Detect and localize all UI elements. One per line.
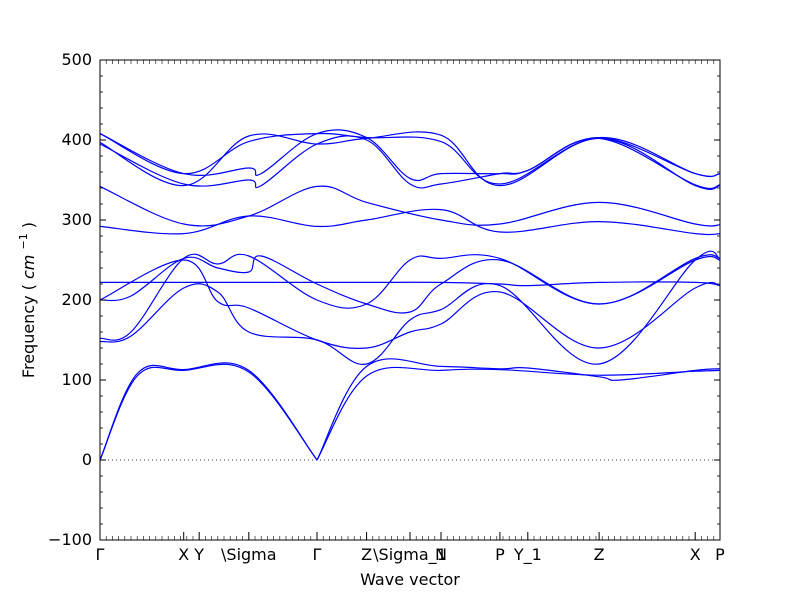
band-15 (99, 132, 721, 185)
x-tick-label: X (178, 545, 189, 564)
x-tick-label: \Sigma_1 (373, 545, 447, 565)
x-tick-label: X (690, 545, 701, 564)
x-tick-label: P (495, 545, 505, 564)
x-tick-label: Z (594, 545, 605, 564)
y-tick-label: 100 (61, 370, 92, 389)
band-10 (99, 208, 721, 236)
band-14 (99, 131, 721, 190)
y-tick-label: −100 (48, 530, 92, 549)
band-3 (316, 366, 721, 461)
tick-layer (99, 59, 721, 541)
y-axis-label-unit-exp: −1 (17, 233, 30, 249)
series-layer (99, 129, 721, 461)
x-tick-label: P (715, 545, 725, 564)
band-4 (316, 358, 721, 461)
band-9 (99, 259, 721, 349)
y-tick-label: 400 (61, 130, 92, 149)
y-tick-label: 500 (61, 50, 92, 69)
x-tick-label: \Sigma (221, 545, 277, 564)
y-axis-label-text: Frequency (19, 295, 38, 378)
x-tick-label: Z (361, 545, 372, 564)
y-tick-label: 0 (82, 450, 92, 469)
x-tick-label: Y (193, 545, 204, 564)
band-8 (99, 250, 721, 365)
x-tick-label: Γ (96, 545, 105, 564)
band-1 (99, 362, 318, 461)
x-tick-label: Γ (313, 545, 322, 564)
x-tick-label: N (435, 545, 447, 564)
plot-frame (99, 59, 721, 541)
y-axis-label-open-paren: ( (19, 284, 38, 290)
x-tick-labels: Γ X Y \Sigma Γ Z \Sigma_1N P Y_1 Z X P (96, 545, 726, 565)
y-axis-label-close-paren: ) (19, 222, 38, 228)
band-2 (99, 363, 318, 461)
y-axis-label-unit: cm (19, 255, 38, 279)
band-5 (100, 281, 721, 287)
x-axis-label: Wave vector (360, 570, 460, 589)
y-tick-label: 300 (61, 210, 92, 229)
y-axis-label: Frequency ( cm −1 ) (12, 222, 38, 378)
y-tick-label: 200 (61, 290, 92, 309)
x-tick-label: Y_1 (513, 545, 542, 565)
band-7 (99, 253, 721, 341)
band-11 (99, 185, 721, 227)
y-tick-labels: −100 0 100 200 300 400 500 (48, 50, 92, 549)
